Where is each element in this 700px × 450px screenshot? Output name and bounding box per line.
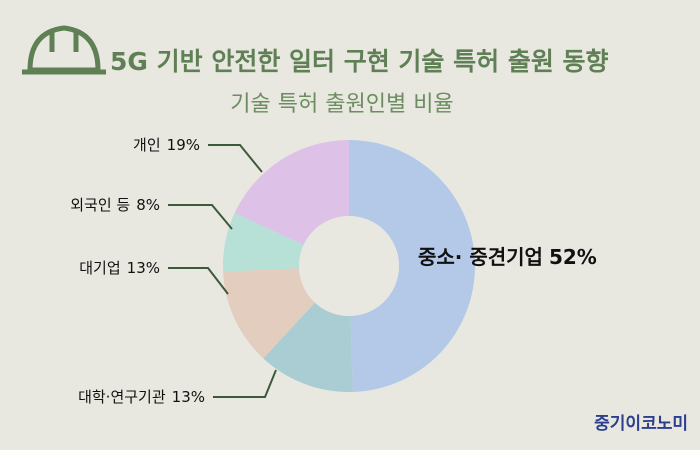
slice-label: 대학·연구기관 13% [78, 388, 205, 406]
source: 중기이코노미 [594, 414, 688, 434]
slice-label: 외국인 등 8% [70, 196, 160, 214]
slice-category: 개인 [133, 136, 161, 154]
chart-subtitle: 기술 특허 출원인별 비율 [230, 92, 453, 117]
donut-slice [349, 140, 476, 392]
slice-label: 대기업 13% [79, 259, 160, 277]
leader-line [208, 144, 263, 173]
slice-category: 대학·연구기관 [78, 388, 166, 406]
donut-slice [263, 302, 353, 392]
slice-value-label: 19% [167, 136, 200, 154]
slice-value-label: 8% [136, 196, 160, 214]
slice-category: 외국인 등 [70, 196, 130, 214]
slice-label: 개인 19% [133, 136, 200, 154]
leader-line [168, 204, 233, 230]
slice-value-label: 13% [172, 388, 205, 406]
donut-hole [299, 216, 399, 316]
slice-value-label: 52% [549, 245, 597, 269]
slice-value-label: 13% [127, 259, 160, 277]
donut-slice [222, 213, 304, 272]
chart-title: 5G 기반 안전한 일터 구현 기술 특허 출원 동향 [110, 47, 609, 76]
helmet-icon [22, 25, 106, 75]
donut-slice [234, 140, 349, 245]
leader-line [168, 267, 229, 295]
slice-label: 중소· 중견기업 52% [418, 245, 597, 269]
slice-category: 중소· 중견기업 [418, 245, 543, 269]
leader-line [213, 369, 277, 398]
slice-category: 대기업 [79, 259, 120, 277]
donut-slice [223, 268, 315, 359]
